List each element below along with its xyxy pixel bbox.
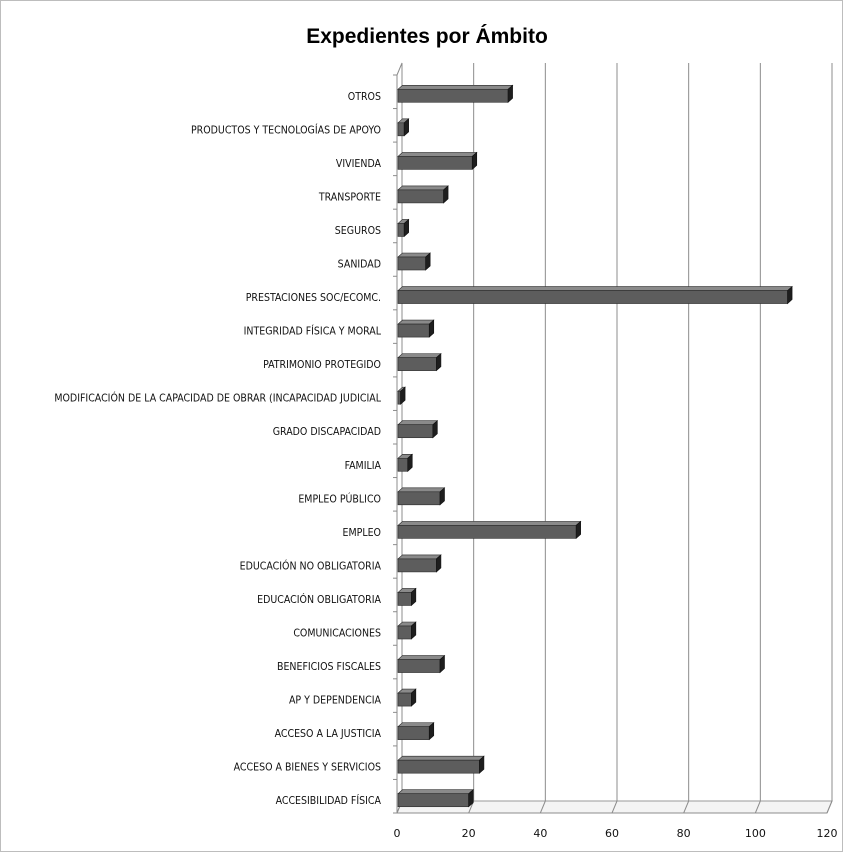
bar-end xyxy=(403,118,409,137)
bar xyxy=(397,88,509,103)
category-label: SEGUROS xyxy=(335,225,381,237)
bar-top xyxy=(397,353,442,358)
bar xyxy=(397,592,412,606)
category-label: EMPLEO xyxy=(343,527,381,539)
bar xyxy=(397,525,577,539)
plot-area: 0 20 40 60 80 100 120 OTROS PRODUCTOS Y TECNOLOG… xyxy=(54,62,838,840)
bar-top xyxy=(397,521,582,526)
bar-end xyxy=(411,587,417,607)
bar xyxy=(397,357,437,371)
bar xyxy=(397,256,426,271)
bar xyxy=(397,793,469,808)
bar-top xyxy=(397,319,435,325)
category-label: AP Y DEPENDENCIA xyxy=(289,695,382,707)
bar-end xyxy=(436,554,442,573)
bar xyxy=(397,692,412,707)
bar-end xyxy=(432,420,438,439)
bar-top xyxy=(397,84,514,90)
x-tick-label: 0 xyxy=(394,827,401,840)
bar-top xyxy=(397,420,439,426)
bar xyxy=(397,659,441,673)
bar xyxy=(397,558,437,573)
bar xyxy=(397,625,412,640)
category-label: OTROS xyxy=(348,91,381,103)
bar xyxy=(397,759,480,774)
x-gridline-floor xyxy=(539,800,546,814)
bar-top xyxy=(397,185,449,191)
bar xyxy=(397,424,434,439)
bar-end xyxy=(407,453,413,472)
x-tick-label: 100 xyxy=(745,827,766,840)
x-gridline-floor xyxy=(754,800,761,814)
bar xyxy=(397,491,441,506)
x-gridline-floor xyxy=(611,800,618,814)
category-label: MODIFICACIÓN DE LA CAPACIDAD DE OBRAR (I… xyxy=(54,392,381,405)
bar-top xyxy=(397,789,474,795)
bar-top xyxy=(397,487,446,493)
x-tick-label: 40 xyxy=(533,827,547,840)
x-tick-label: 120 xyxy=(817,827,838,840)
category-label: ACCESO A LA JUSTICIA xyxy=(275,728,382,740)
x-tick-label: 60 xyxy=(605,827,619,840)
bar xyxy=(397,457,409,472)
chart-title: Expedientes por Ámbito xyxy=(306,25,548,48)
bar-end xyxy=(411,688,417,707)
bar-end xyxy=(439,654,445,674)
x-tick-label: 20 xyxy=(462,827,476,840)
bar xyxy=(397,223,405,237)
category-label: GRADO DISCAPACIDAD xyxy=(273,426,381,438)
bar-end xyxy=(443,185,449,204)
bar-end xyxy=(468,789,474,808)
bar-end xyxy=(471,151,478,171)
x-tick-label: 80 xyxy=(677,827,691,840)
bar-top xyxy=(397,655,446,660)
category-label: TRANSPORTE xyxy=(318,191,381,203)
bar xyxy=(397,290,788,304)
bar-end xyxy=(787,285,793,305)
bar-end xyxy=(575,520,581,540)
category-label: FAMILIA xyxy=(345,460,382,472)
category-label: PRESTACIONES SOC/ECOMC. xyxy=(246,292,381,304)
bar xyxy=(397,726,430,740)
category-label: BENEFICIOS FISCALES xyxy=(277,661,381,673)
x-gridline-floor xyxy=(826,800,833,814)
category-label: COMUNICACIONES xyxy=(293,628,381,640)
category-label: INTEGRIDAD FÍSICA Y MORAL xyxy=(244,325,382,338)
category-label: ACCESO A BIENES Y SERVICIOS xyxy=(234,762,381,774)
category-label: PRODUCTOS Y TECNOLOGÍAS DE APOYO xyxy=(191,123,381,136)
category-label: ACCESIBILIDAD FÍSICA xyxy=(276,794,382,807)
bar-top xyxy=(397,755,485,761)
bar-end xyxy=(428,319,435,338)
bar-end xyxy=(411,621,417,640)
bar-end xyxy=(439,487,445,506)
bar-top xyxy=(397,722,435,727)
bar-top xyxy=(397,252,431,258)
category-label: EDUCACIÓN OBLIGATORIA xyxy=(257,593,381,606)
bar xyxy=(397,390,401,405)
category-label: EMPLEO PÚBLICO xyxy=(298,492,381,505)
bar xyxy=(397,156,473,170)
category-label: EDUCACIÓN NO OBLIGATORIA xyxy=(240,559,382,572)
bar-top xyxy=(397,554,442,560)
bar-end xyxy=(425,252,431,271)
bar-end xyxy=(403,218,409,238)
bar-end xyxy=(436,352,442,372)
bar-top xyxy=(397,286,793,291)
x-gridline-floor xyxy=(683,800,690,814)
bar xyxy=(397,323,430,338)
category-label: VIVIENDA xyxy=(336,158,382,170)
bar-end xyxy=(400,386,406,405)
category-label: PATRIMONIO PROTEGIDO xyxy=(263,359,381,371)
bar xyxy=(397,189,444,204)
bar-top xyxy=(397,152,478,157)
bar-end xyxy=(428,721,435,741)
category-label: SANIDAD xyxy=(338,259,381,271)
bar xyxy=(397,122,405,137)
bar-end xyxy=(507,84,513,103)
bar-end xyxy=(479,755,485,774)
